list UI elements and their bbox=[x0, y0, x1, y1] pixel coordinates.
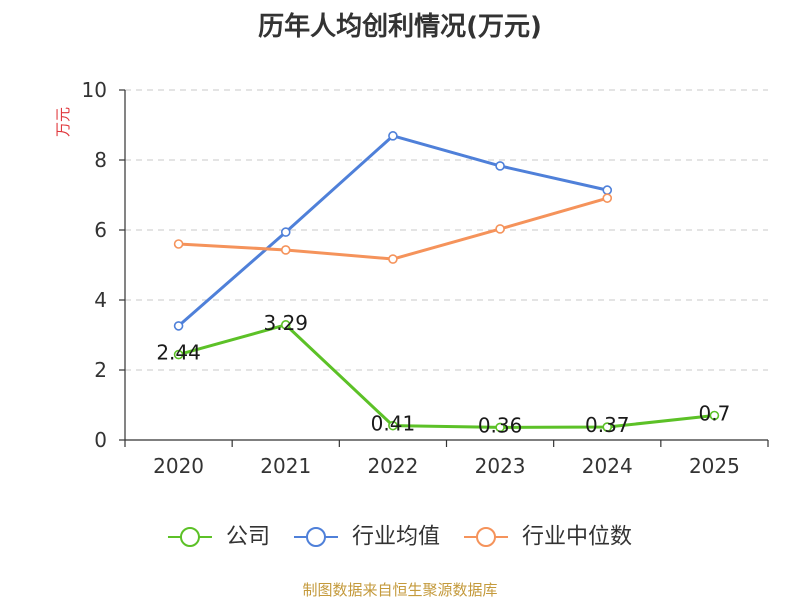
data-point-2 bbox=[173, 239, 184, 249]
series-line-2 bbox=[177, 196, 609, 261]
data-label: 0.36 bbox=[478, 413, 523, 437]
y-tick-label: 4 bbox=[94, 288, 107, 312]
data-label: 0.7 bbox=[699, 402, 731, 426]
x-tick-label: 2021 bbox=[260, 454, 311, 478]
legend-marker bbox=[305, 527, 326, 547]
x-tick-label: 2020 bbox=[153, 454, 204, 478]
data-point-1 bbox=[173, 321, 184, 331]
data-label: 3.29 bbox=[263, 311, 308, 335]
y-axis-title: 万元 bbox=[54, 107, 72, 137]
data-point-0 bbox=[280, 320, 291, 330]
legend-marker bbox=[179, 527, 200, 547]
legend-item-0[interactable]: 公司 bbox=[167, 525, 270, 550]
data-label: 0.37 bbox=[585, 413, 630, 437]
legend-label: 行业中位数 bbox=[522, 525, 632, 550]
series-line-0 bbox=[177, 323, 716, 429]
x-tick-label: 2025 bbox=[689, 454, 740, 478]
legend-label: 行业均值 bbox=[352, 525, 440, 550]
data-label: 2.44 bbox=[156, 341, 201, 365]
y-tick-label: 2 bbox=[94, 358, 107, 382]
data-point-0 bbox=[495, 422, 505, 433]
data-point-0 bbox=[709, 410, 720, 421]
legend-label: 公司 bbox=[226, 525, 270, 550]
data-label: 0.41 bbox=[371, 412, 416, 436]
data-point-2 bbox=[388, 254, 398, 264]
y-tick-label: 0 bbox=[94, 428, 107, 452]
data-point-0 bbox=[173, 349, 184, 360]
legend: 公司 行业均值 行业中位数 bbox=[167, 525, 632, 550]
data-point-2 bbox=[602, 193, 613, 203]
data-point-2 bbox=[495, 224, 505, 234]
legend-marker bbox=[476, 527, 497, 547]
series-line-1 bbox=[177, 134, 609, 328]
data-point-1 bbox=[280, 227, 291, 237]
source-note: 制图数据来自恒生聚源数据库 bbox=[302, 581, 498, 599]
x-tick-label: 2023 bbox=[475, 454, 526, 478]
data-point-1 bbox=[495, 161, 505, 171]
chart-title: 历年人均创利情况(万元) bbox=[258, 12, 542, 42]
legend-item-2[interactable]: 行业中位数 bbox=[464, 525, 632, 550]
y-tick-label: 8 bbox=[94, 148, 107, 172]
data-point-0 bbox=[388, 420, 398, 431]
y-tick-label: 10 bbox=[82, 78, 107, 102]
data-point-2 bbox=[280, 245, 291, 255]
data-point-1 bbox=[388, 131, 398, 141]
x-tick-label: 2024 bbox=[582, 454, 633, 478]
y-tick-label: 6 bbox=[94, 218, 107, 242]
data-point-0 bbox=[602, 422, 613, 432]
x-tick-label: 2022 bbox=[367, 454, 418, 478]
data-point-1 bbox=[602, 185, 613, 195]
legend-item-1[interactable]: 行业均值 bbox=[293, 525, 440, 550]
